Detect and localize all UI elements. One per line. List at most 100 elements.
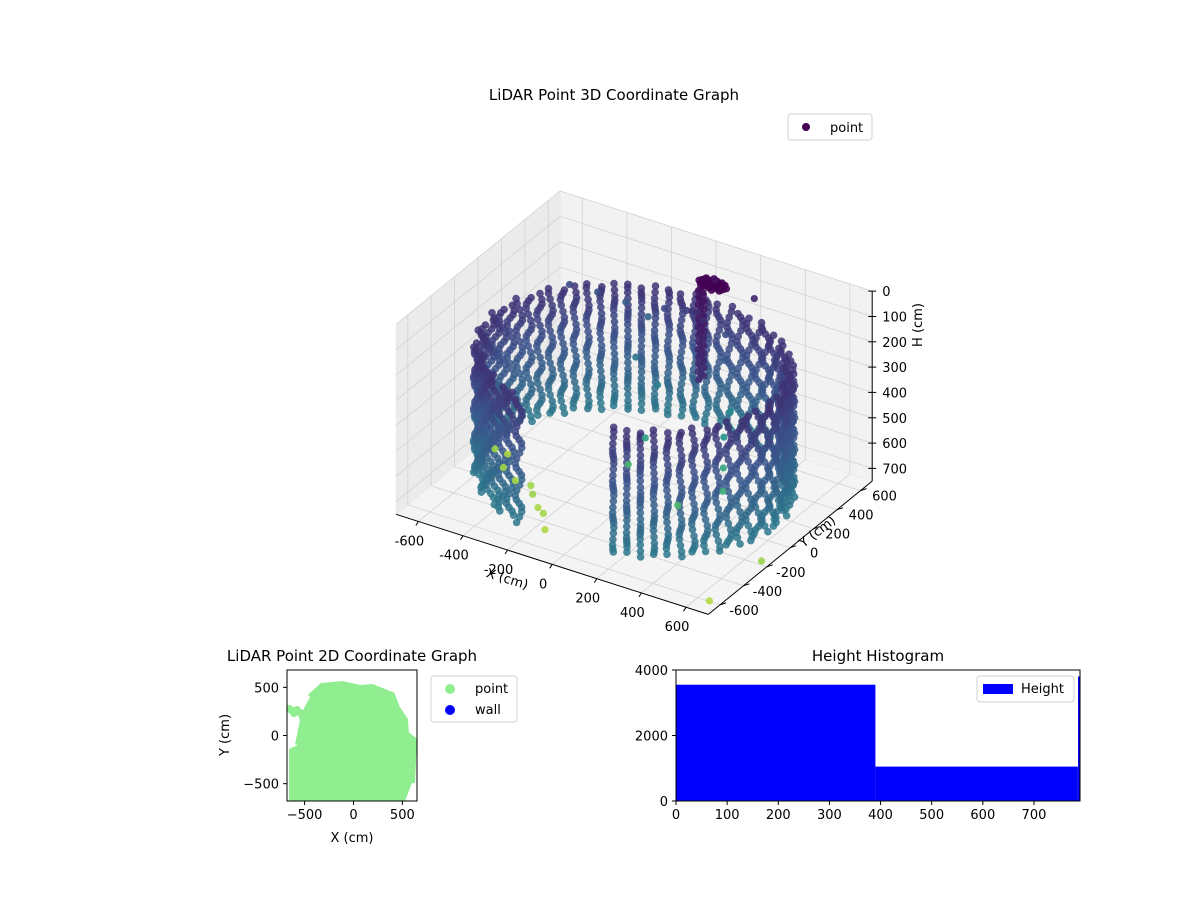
data-point-3d (572, 389, 581, 398)
data-point-3d (610, 279, 618, 288)
data-point-3d (636, 553, 645, 561)
x-tick-3d (638, 592, 642, 598)
data-point-3d (622, 490, 631, 499)
data-point-3d (569, 404, 578, 412)
y-axis-label-2d: Y (cm) (218, 714, 233, 757)
data-point-3d (515, 513, 524, 521)
chart-2d-title: LiDAR Point 2D Coordinate Graph (227, 647, 477, 665)
data-point-3d (678, 405, 687, 414)
data-point-3d (715, 390, 723, 399)
data-point-3d (515, 449, 524, 457)
y-tick-3d (813, 526, 820, 530)
data-point-3d (624, 401, 632, 410)
data-point-3d (665, 330, 673, 339)
data-point-3d (533, 315, 542, 324)
data-point-3d (539, 509, 547, 517)
data-point-3d (676, 295, 685, 303)
data-point-3d (765, 373, 773, 382)
data-point-3d (683, 306, 691, 315)
data-point-3d (623, 548, 631, 556)
data-point-3d (511, 459, 520, 468)
data-point-3d (536, 289, 544, 298)
data-point-3d (596, 297, 604, 305)
data-point-3d (583, 280, 591, 288)
data-point-3d (664, 461, 672, 469)
data-point-3d (664, 466, 673, 475)
legend-histogram-label: Height (1021, 682, 1064, 697)
data-point-3d (534, 411, 542, 420)
y-tick-3d (743, 583, 750, 587)
data-point-3d (499, 383, 507, 392)
data-point-3d (654, 381, 662, 389)
data-point-3d (704, 431, 712, 439)
data-point-3d (598, 314, 606, 323)
data-point-3d (720, 433, 728, 441)
data-point-3d (722, 418, 731, 426)
data-point-3d (597, 367, 605, 375)
y-tick-label-3d: -400 (753, 585, 783, 600)
legend-3d-label: point (830, 121, 863, 136)
data-point-3d (611, 323, 619, 332)
data-point-3d (688, 307, 696, 315)
data-point-3d (572, 357, 581, 366)
data-point-3d (664, 337, 672, 345)
data-point-3d (637, 348, 646, 356)
data-point-3d (651, 352, 659, 361)
data-point-3d (538, 300, 546, 308)
data-point-3d (677, 428, 685, 437)
data-point-3d (610, 375, 618, 384)
histogram-bars (676, 676, 1080, 801)
data-point-3d (742, 356, 751, 365)
data-point-3d (676, 509, 685, 518)
data-point-3d (557, 333, 566, 342)
data-point-3d (549, 306, 557, 315)
data-point-3d (688, 371, 697, 379)
x-tick-3d (549, 564, 553, 569)
data-point-3d (609, 433, 618, 442)
data-point-3d (597, 335, 605, 344)
data-point-3d (544, 284, 553, 293)
data-point-3d (674, 501, 682, 509)
x-tick-3d (504, 549, 509, 555)
data-point-3d (677, 380, 686, 388)
data-point-3d (676, 541, 685, 550)
data-point-3d (584, 295, 592, 304)
data-point-3d (650, 448, 659, 457)
data-point-3d (712, 530, 721, 539)
data-point-3d (701, 483, 710, 492)
data-point-3d (637, 336, 646, 344)
x-tick-label-3d: -400 (439, 549, 469, 564)
data-point-3d (650, 480, 659, 489)
data-point-3d (560, 313, 569, 322)
data-point-3d (610, 350, 619, 358)
legend-3d: point (787, 113, 873, 141)
data-point-3d (714, 537, 723, 545)
chart-3d-title: LiDAR Point 3D Coordinate Graph (489, 86, 739, 104)
data-point-3d (560, 286, 569, 294)
z-tick-label-3d: 400 (882, 386, 907, 401)
data-point-3d (489, 316, 498, 325)
data-point-3d (608, 445, 617, 454)
data-point-3d (502, 435, 511, 444)
data-point-3d (528, 321, 536, 330)
y-tick-label-3d: 600 (872, 490, 897, 505)
y-tick-label-3d: 0 (810, 547, 818, 562)
data-point-3d (722, 331, 730, 339)
data-point-3d (773, 393, 781, 401)
x-tick-label-histogram: 0 (672, 808, 680, 823)
data-point-3d (738, 481, 746, 490)
data-point-3d (754, 413, 763, 421)
data-point-3d (609, 439, 617, 448)
data-point-3d (636, 483, 645, 492)
data-point-3d (751, 371, 759, 379)
data-point-3d (700, 509, 708, 518)
x-tick-label-3d: 200 (575, 592, 600, 607)
data-point-3d (546, 295, 554, 303)
data-point-3d (636, 547, 645, 555)
data-point-3d (712, 369, 720, 378)
z-tick-label-3d: 200 (882, 336, 907, 351)
x-axis-label-2d: X (cm) (331, 831, 374, 846)
data-point-3d (688, 461, 697, 470)
x-tick-label-histogram: 400 (868, 808, 893, 823)
data-point-3d (776, 430, 785, 439)
